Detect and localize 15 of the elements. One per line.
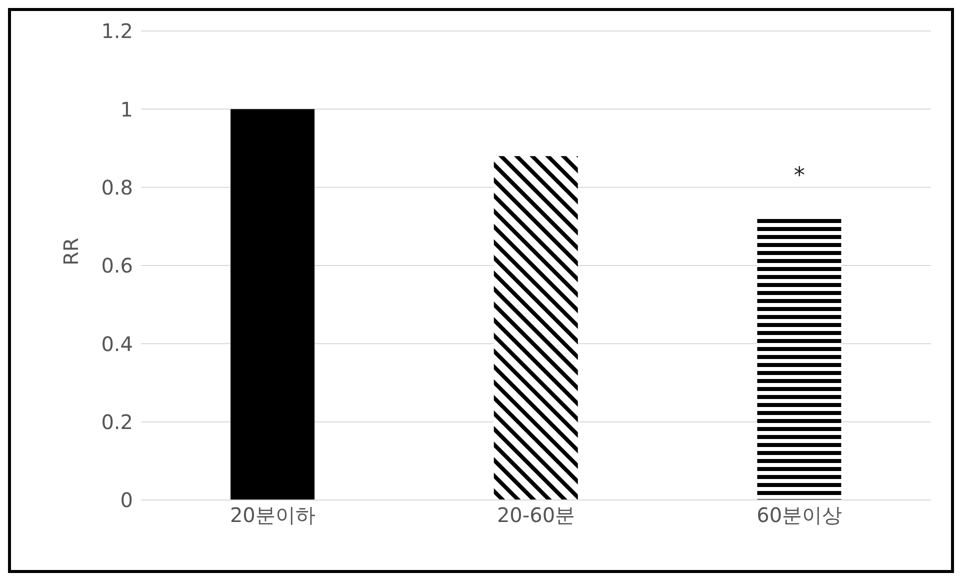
bar — [494, 156, 578, 500]
x-tick-label: 20-60분 — [496, 503, 576, 528]
bar — [757, 218, 842, 500]
y-axis-title: RR — [59, 238, 84, 266]
y-tick-label: 1.2 — [101, 19, 133, 44]
bar — [230, 109, 315, 500]
y-tick-label: 0.2 — [101, 410, 133, 434]
annotation: * — [794, 164, 805, 189]
y-tick-label: 0 — [120, 488, 133, 512]
y-tick-label: 0.4 — [101, 332, 133, 356]
y-tick-label: 0.6 — [101, 254, 133, 278]
x-tick-label: 20분이하 — [230, 503, 316, 528]
y-tick-label: 0.8 — [101, 175, 133, 200]
x-tick-label: 60분이상 — [756, 503, 842, 528]
y-tick-label: 1 — [120, 97, 133, 122]
